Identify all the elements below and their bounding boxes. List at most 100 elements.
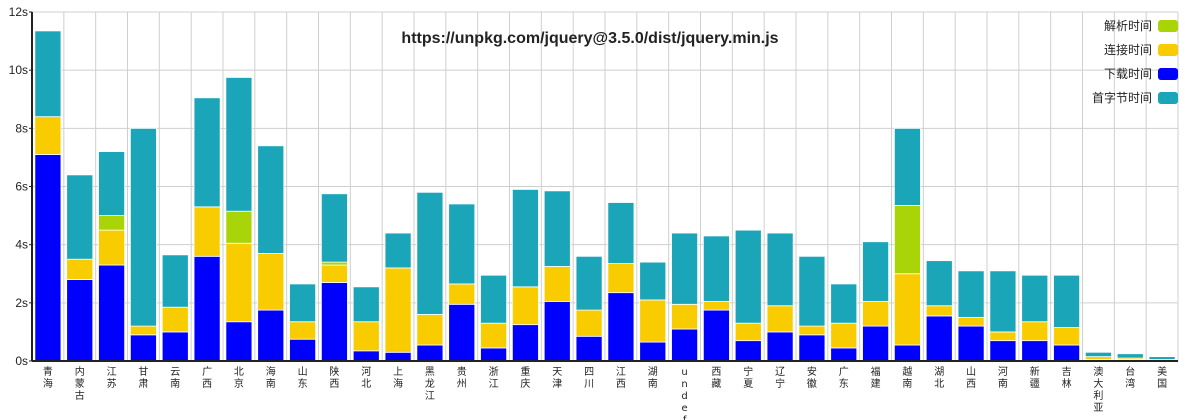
bar-segment — [416, 191, 444, 315]
bar-stack — [543, 190, 571, 362]
x-category-label: 河南 — [998, 366, 1008, 390]
bar-segment — [225, 242, 253, 323]
x-category-char: 徽 — [807, 377, 817, 390]
x-category-char: 台 — [1125, 365, 1135, 378]
x-category-char: d — [681, 391, 687, 402]
bar-segment — [957, 316, 985, 327]
bar-stack — [225, 77, 253, 362]
bar-segment — [257, 145, 285, 254]
bar-segment — [384, 232, 412, 269]
bar-segment — [129, 325, 157, 336]
x-category-labels: 青海内蒙古江苏甘肃云南广西北京海南山东陕西河北上海黑龙江贵州浙江重庆天津四川江西… — [43, 365, 1167, 420]
x-category-char: 西 — [202, 379, 212, 390]
x-category-label: 辽宁 — [775, 366, 785, 390]
legend-item: 连接时间 — [1104, 42, 1178, 57]
bar-segment — [893, 344, 921, 362]
x-category-char: 四 — [584, 367, 594, 378]
bar-segment — [320, 264, 348, 283]
bar-segment — [225, 321, 253, 362]
x-category-char: 北 — [934, 378, 944, 390]
x-category-label: 山西 — [966, 366, 976, 390]
bar-stack — [480, 274, 508, 362]
x-category-label: 福建 — [871, 365, 881, 390]
x-category-char: 南 — [998, 377, 1008, 390]
x-category-char: 南 — [266, 377, 276, 390]
bar-segment — [320, 282, 348, 362]
bar-segment — [1021, 340, 1049, 362]
x-category-char: 大 — [1093, 377, 1103, 390]
x-category-label: 吉林 — [1062, 366, 1072, 390]
bar-segment — [830, 322, 858, 349]
x-category-char: 云 — [170, 367, 180, 378]
x-category-label: 甘肃 — [138, 365, 148, 390]
bar-stack — [607, 202, 635, 362]
x-category-label: 青海 — [43, 365, 53, 390]
bar-segment — [702, 235, 730, 302]
bar-segment — [225, 210, 253, 244]
x-category-label: 安徽 — [807, 365, 817, 390]
x-category-char: 国 — [1157, 378, 1167, 390]
bar-segment — [639, 299, 667, 343]
bar-segment — [1053, 327, 1081, 346]
bar-segment — [830, 347, 858, 362]
bar-segment — [1021, 274, 1049, 323]
x-category-label: 贵州 — [457, 365, 467, 390]
y-tick-labels: 0s 2s 4s 6s 8s 10s 12s — [9, 5, 32, 368]
x-category-char: 东 — [298, 377, 308, 390]
bar-segment — [129, 127, 157, 327]
bar-segment — [193, 206, 221, 257]
bar-segment — [702, 300, 730, 311]
x-category-char: 湾 — [1125, 377, 1135, 390]
bar-stack — [671, 232, 699, 362]
bar-segment — [161, 306, 189, 333]
bar-stack — [893, 127, 921, 362]
y-tick-label: 0s — [15, 354, 28, 368]
bar-segment — [957, 325, 985, 362]
x-category-label: 新疆 — [1030, 365, 1040, 390]
bar-segment — [225, 77, 253, 212]
bar-segment — [607, 292, 635, 362]
bar-stack — [289, 283, 317, 362]
bar-segment — [161, 331, 189, 362]
x-category-label: 湖北 — [934, 366, 944, 390]
y-tick-label: 2s — [15, 296, 28, 310]
x-category-char: 苏 — [107, 377, 117, 390]
bar-segment — [98, 264, 126, 362]
x-category-char: 宁 — [775, 377, 785, 390]
x-category-char: 越 — [902, 365, 912, 378]
x-category-char: 肃 — [138, 378, 148, 390]
x-category-label: 云南 — [170, 367, 180, 390]
x-category-char: 利 — [1093, 390, 1103, 402]
bar-segment — [925, 260, 953, 307]
x-category-char: 夏 — [743, 378, 753, 390]
x-category-char: 内 — [75, 365, 85, 378]
x-category-char: 藏 — [711, 378, 721, 390]
x-category-label: 河北 — [361, 366, 371, 390]
x-category-label: 黑龙江 — [425, 366, 435, 402]
x-category-label: 越南 — [902, 365, 912, 390]
bar-segment — [766, 305, 794, 333]
bar-stack — [702, 235, 730, 362]
bar-segment — [66, 279, 94, 362]
x-category-char: 美 — [1157, 365, 1167, 378]
x-category-label: 广西 — [202, 366, 212, 390]
legend-label: 下载时间 — [1104, 67, 1152, 81]
bar-stack — [66, 174, 94, 362]
bar-segment — [766, 331, 794, 362]
x-category-char: u — [681, 367, 687, 378]
bar-segment — [193, 255, 221, 362]
legend-item: 解析时间 — [1104, 19, 1178, 33]
y-tick-label: 12s — [9, 5, 28, 19]
x-category-label: 西藏 — [711, 367, 721, 390]
bar-stack — [416, 191, 444, 362]
bar-segment — [34, 30, 62, 118]
bar-segment — [734, 322, 762, 342]
chart-title: https://unpkg.com/jquery@3.5.0/dist/jque… — [401, 30, 778, 47]
bar-segment — [925, 305, 953, 317]
x-category-char: 湖 — [648, 366, 658, 378]
x-category-label: 四川 — [584, 367, 594, 390]
bar-segment — [798, 325, 826, 336]
legend-label: 解析时间 — [1104, 19, 1152, 33]
bar-stack — [257, 145, 285, 362]
